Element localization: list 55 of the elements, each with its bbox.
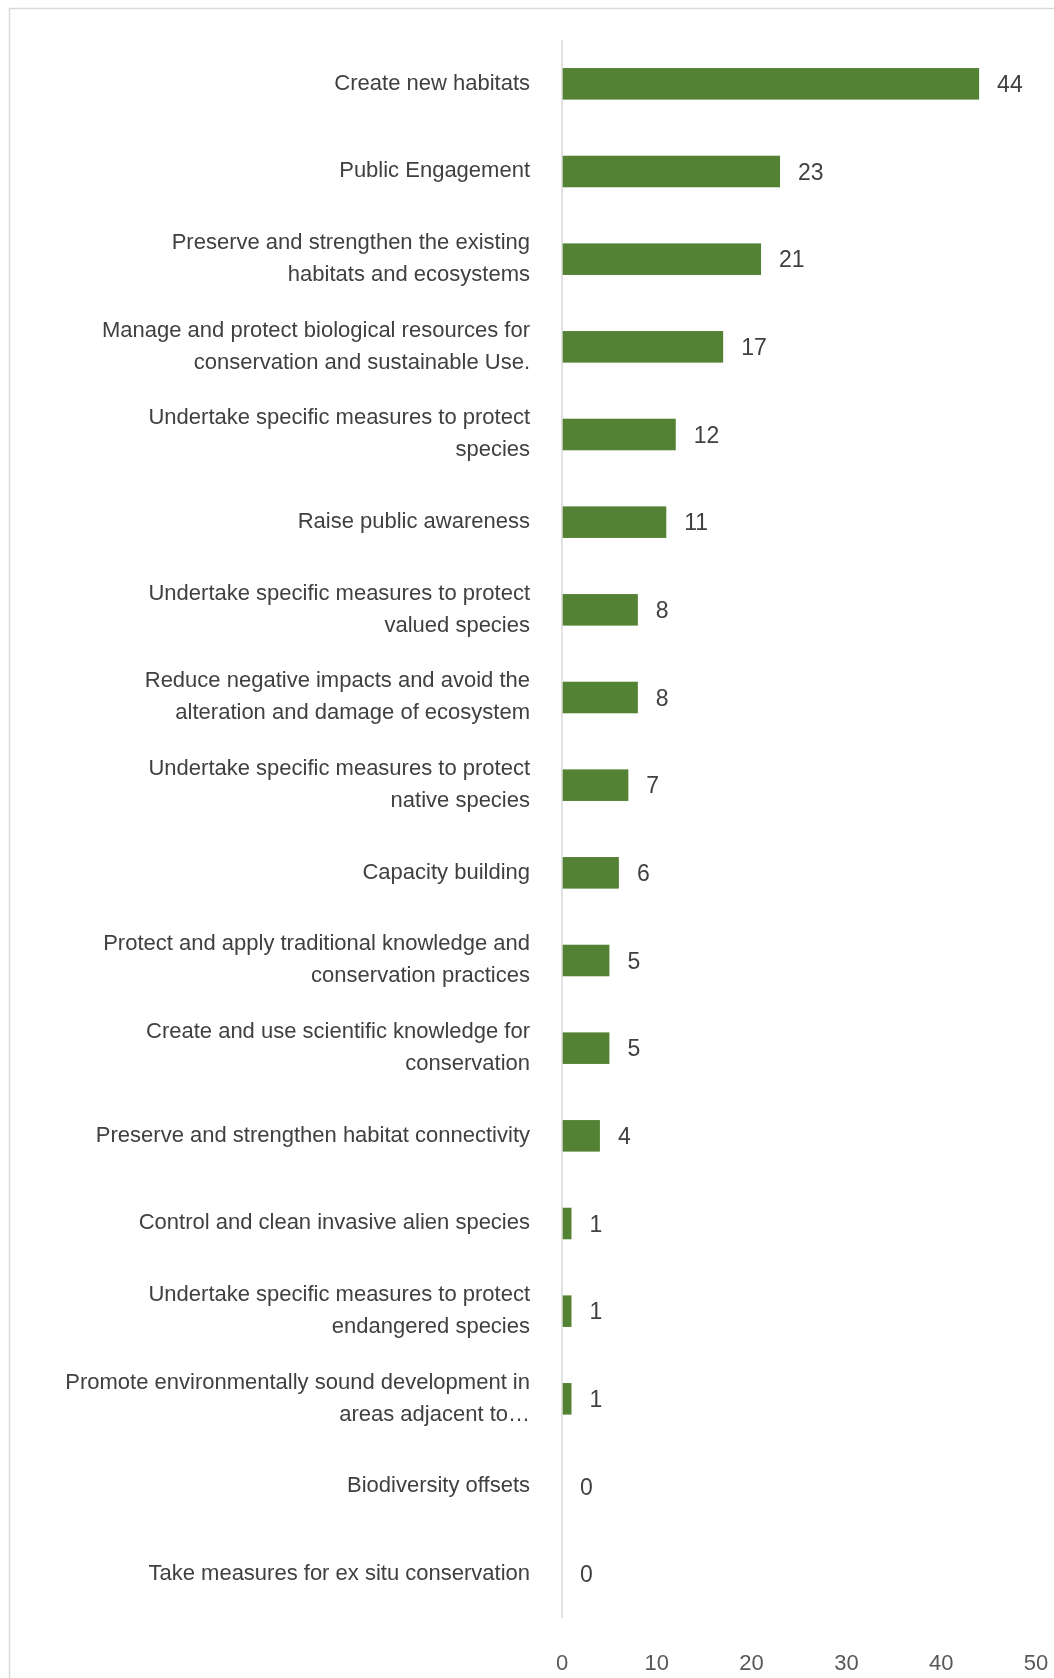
y-tick-label: Public Engagement <box>339 157 530 183</box>
bar <box>562 681 638 714</box>
y-tick-label: Biodiversity offsets <box>346 1472 530 1498</box>
data-label: 44 <box>997 70 1023 97</box>
y-tick-label: Reduce negative impacts and avoid the alteration and damage of ecosystem <box>144 667 530 725</box>
data-label: 12 <box>693 421 720 448</box>
y-tick-label: Manage and protect biological resources for conservation and sustainable Use. <box>101 316 530 374</box>
x-tick-label: 40 <box>928 1649 954 1675</box>
y-tick-label: Capacity building <box>362 858 530 884</box>
y-tick-label: Protect and apply traditional knowledge and conservation practices <box>103 930 530 988</box>
data-label: 21 <box>779 246 805 273</box>
bar <box>562 944 610 977</box>
bar <box>562 769 629 801</box>
data-label: 23 <box>798 158 824 185</box>
bar <box>562 1032 610 1064</box>
x-tick-label: 30 <box>834 1649 859 1675</box>
data-label: 6 <box>636 859 650 886</box>
data-label: 0 <box>580 1561 593 1588</box>
y-tick-label: Undertake specific measures to protect species <box>148 404 530 462</box>
bar <box>562 68 980 100</box>
x-tick-label: 20 <box>739 1649 764 1675</box>
data-label: 4 <box>617 1122 631 1149</box>
bar <box>562 243 762 275</box>
data-label: 5 <box>627 947 641 974</box>
y-tick-label: Raise public awareness <box>297 507 530 533</box>
bar <box>562 418 676 451</box>
data-label: 5 <box>627 1035 641 1062</box>
data-label: 0 <box>580 1473 593 1500</box>
y-tick-label: Promote environmentally sound development in areas adjacent to… <box>65 1368 530 1426</box>
data-label: 1 <box>589 1298 603 1325</box>
y-tick-label: Undertake specific measures to protect valued species <box>148 579 530 637</box>
y-tick-label: Take measures for ex situ conservation <box>148 1559 530 1585</box>
data-label: 1 <box>589 1210 603 1237</box>
y-tick-label: Create new habitats <box>334 69 530 95</box>
bar <box>562 331 724 363</box>
x-tick-label: 10 <box>644 1649 670 1675</box>
y-tick-label: Control and clean invasive alien species <box>138 1209 530 1235</box>
data-label: 1 <box>589 1385 603 1412</box>
data-label: 8 <box>655 684 669 711</box>
x-tick-label: 0 <box>555 1649 569 1675</box>
data-label: 7 <box>646 772 660 799</box>
x-tick-label: 50 <box>1023 1649 1049 1675</box>
data-label: 17 <box>741 333 767 360</box>
bar <box>562 594 638 626</box>
bar <box>562 1120 600 1152</box>
data-label: 8 <box>655 596 669 623</box>
y-tick-label: Create and use scientific knowledge for conservation <box>146 1017 530 1075</box>
bar <box>562 155 781 188</box>
y-tick-label: Undertake specific measures to protect endangered species <box>148 1280 530 1338</box>
bar <box>562 506 667 538</box>
y-tick-label: Preserve and strengthen the existing habitats and ecosystems <box>171 228 530 286</box>
y-tick-label: Preserve and strengthen habitat connectivity <box>95 1121 530 1147</box>
bar <box>562 857 619 889</box>
y-tick-label: Undertake specific measures to protect native species <box>148 754 530 812</box>
data-label: 11 <box>684 509 709 536</box>
